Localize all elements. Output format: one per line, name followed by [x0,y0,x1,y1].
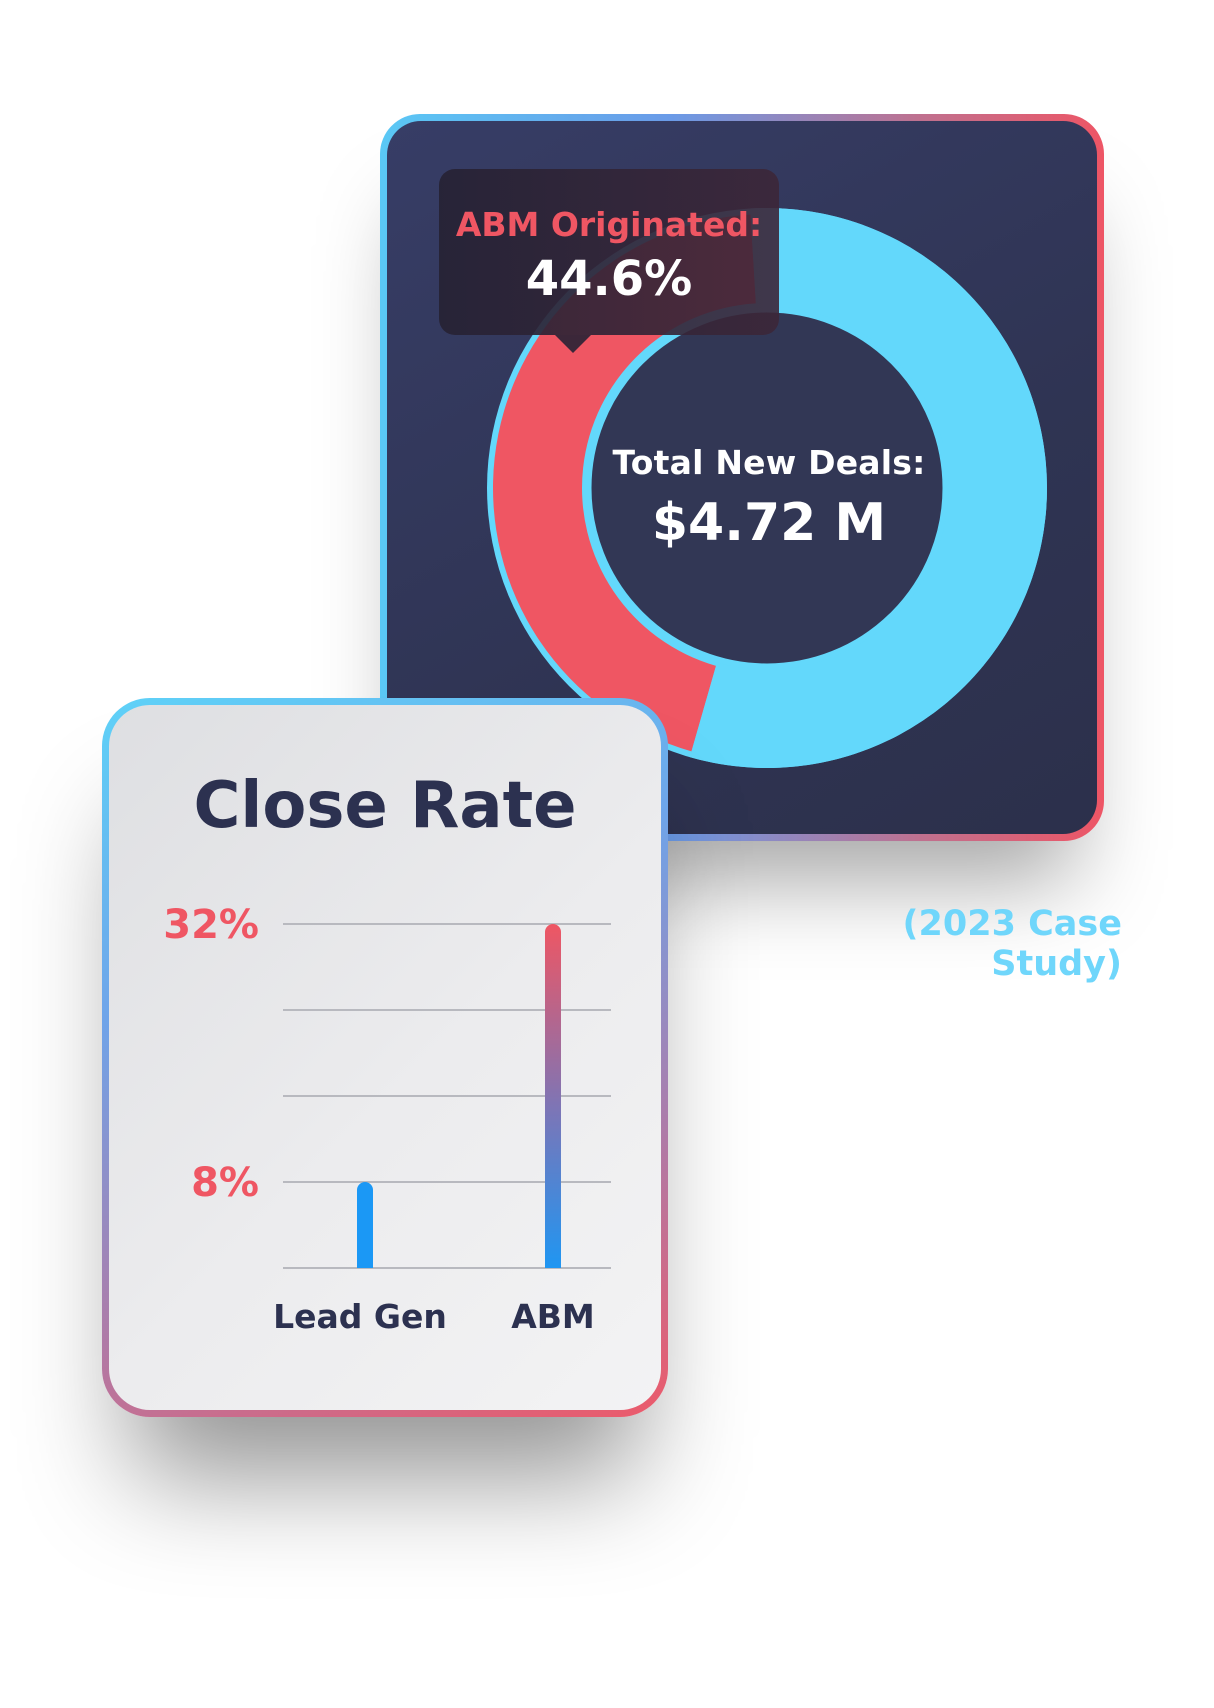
tooltip-label: ABM Originated: [455,205,763,244]
x-category-label: ABM [511,1297,595,1336]
donut-center-value: $4.72 M [651,493,887,553]
donut-tooltip: ABM Originated: 44.6% [439,169,779,353]
donut-hole [585,306,949,670]
donut-chart [487,208,1047,768]
close-rate-chart: 32% 8% Lead Gen ABM [163,902,611,1336]
donut-center-label: Total New Deals: [612,443,926,482]
bar-lead-gen [357,1182,373,1268]
y-tick-label: 8% [191,1160,259,1206]
donut-card-body: Total New Deals: $4.72 M ABM Originated:… [387,121,1097,834]
tooltip-value: 44.6% [525,251,693,307]
y-tick-label: 32% [163,902,259,948]
case-study-caption: (2023 Case Study) [902,904,1122,984]
donut-card: Total New Deals: $4.72 M ABM Originated:… [380,114,1104,841]
chart-title: Close Rate [193,769,577,843]
donut-slice-other [689,208,1047,768]
close-rate-card: Close Rate 32% 8% Lead Gen ABM [102,698,668,1417]
x-category-label: Lead Gen [273,1297,447,1336]
close-rate-card-body: Close Rate 32% 8% Lead Gen ABM [109,705,661,1410]
bar-abm [545,924,561,1268]
